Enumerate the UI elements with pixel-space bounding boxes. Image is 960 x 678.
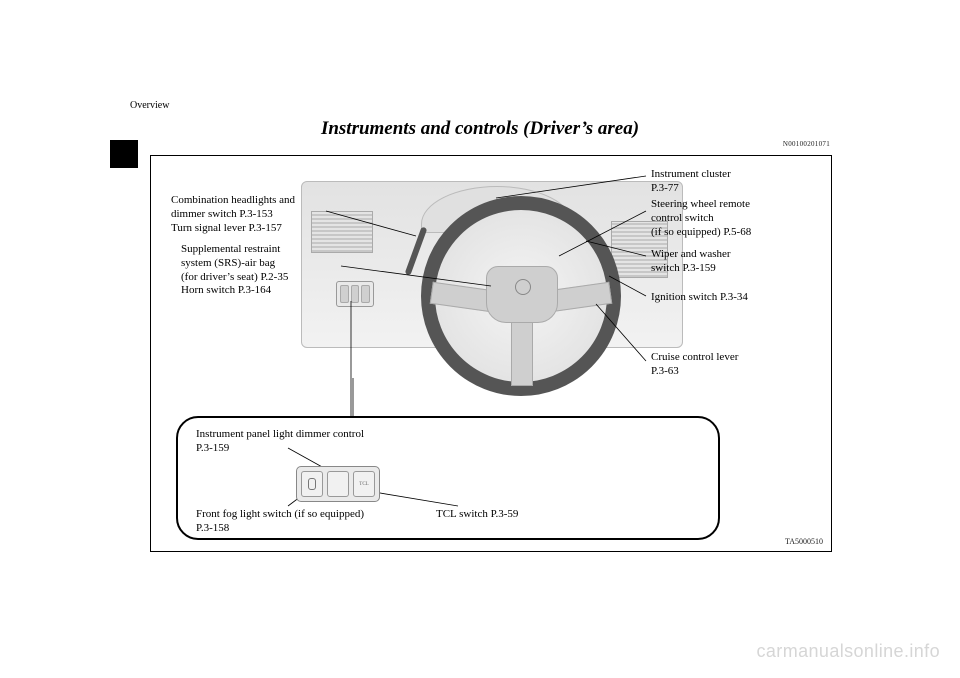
label-text: TCL switch P.3-59 [436,508,518,520]
label-text: Instrument cluster [651,168,731,180]
label-text: control switch [651,212,714,224]
label-text: Ignition switch P.3-34 [651,291,748,303]
label-wiper: Wiper and washer switch P.3-159 [651,248,811,276]
inset-switch-graphic: TCL [296,466,380,502]
page-title: Instruments and controls (Driver’s area) [110,118,850,140]
label-text: Combination headlights and [171,194,295,206]
label-cruise: Cruise control lever P.3-63 [651,351,821,379]
watermark: carmanualsonline.info [756,641,940,662]
label-text: Wiper and washer [651,248,731,260]
label-text: (if so equipped) P.5-68 [651,226,751,238]
label-text: P.3-158 [196,522,229,534]
label-fog: Front fog light switch (if so equipped) … [196,508,416,536]
label-text: Instrument panel light dimmer control [196,428,364,440]
label-instrument-cluster: Instrument cluster P.3-77 [651,168,801,196]
label-text: P.3-77 [651,182,679,194]
manual-page: Overview Instruments and controls (Drive… [110,100,850,590]
label-text: P.3-63 [651,365,679,377]
label-text: Horn switch P.3-164 [181,284,271,296]
label-text: Steering wheel remote [651,198,750,210]
figure-frame: Instrument cluster P.3-77 Steering wheel… [150,155,832,552]
fog-switch-icon [301,471,323,497]
wheel-spoke-bottom [511,316,533,386]
dimmer-switch-icon [327,471,349,497]
label-dimmer: Instrument panel light dimmer control P.… [196,428,364,456]
label-text: Front fog light switch (if so equipped) [196,508,364,520]
doc-number-top: N00100201071 [783,140,830,148]
label-text: Cruise control lever [651,351,738,363]
inset-callout: Instrument panel light dimmer control P.… [176,416,720,540]
label-srs: Supplemental restraint system (SRS)-air … [181,243,341,298]
dashboard-illustration [301,166,681,406]
label-text: switch P.3-159 [651,262,716,274]
doc-number-bottom: TA5000510 [785,537,823,546]
header-section: Overview [130,100,169,111]
steering-wheel [421,196,621,396]
label-text: Supplemental restraint [181,243,280,255]
label-text: (for driver’s seat) P.2-35 [181,271,288,283]
wheel-hub-airbag [486,266,558,323]
section-tab [110,140,138,168]
label-text: dimmer switch P.3-153 [171,208,273,220]
label-text: Turn signal lever P.3-157 [171,222,282,234]
tcl-switch-icon: TCL [353,471,375,497]
label-combination-headlights: Combination headlights and dimmer switch… [171,194,326,235]
dash-switch-cluster [336,281,374,307]
label-text: P.3-159 [196,442,229,454]
label-ignition: Ignition switch P.3-34 [651,291,821,305]
label-steering-remote: Steering wheel remote control switch (if… [651,198,821,239]
label-tcl: TCL switch P.3-59 [436,508,518,520]
label-text: system (SRS)-air bag [181,257,275,269]
